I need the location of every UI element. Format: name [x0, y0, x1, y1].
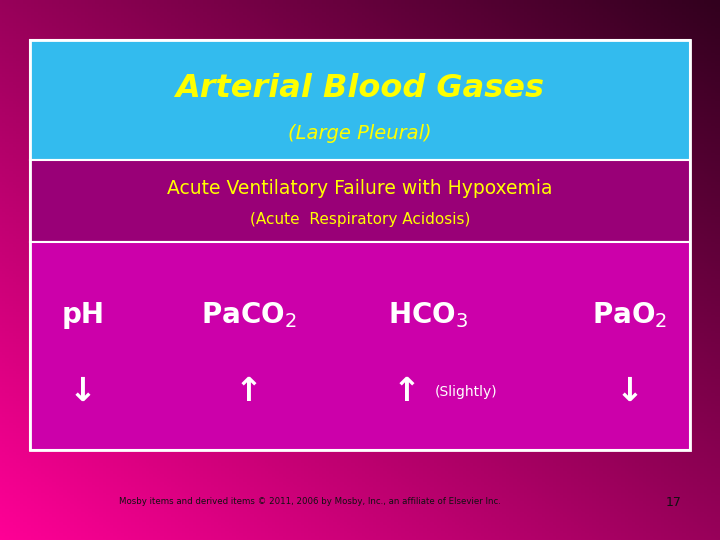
Text: Arterial Blood Gases: Arterial Blood Gases — [176, 72, 544, 104]
Text: ↑: ↑ — [235, 375, 262, 408]
Text: ↓: ↓ — [69, 375, 96, 408]
Text: (Acute  Respiratory Acidosis): (Acute Respiratory Acidosis) — [250, 212, 470, 227]
Bar — [30, 40, 690, 450]
Bar — [30, 40, 690, 160]
Text: PaO$_2$: PaO$_2$ — [593, 300, 667, 330]
Text: Acute Ventilatory Failure with Hypoxemia: Acute Ventilatory Failure with Hypoxemia — [167, 179, 553, 198]
Text: 17: 17 — [665, 496, 681, 509]
Bar — [30, 242, 690, 450]
Bar — [30, 160, 690, 242]
Text: (Large Pleural): (Large Pleural) — [288, 124, 432, 143]
Text: Mosby items and derived items © 2011, 2006 by Mosby, Inc., an affiliate of Elsev: Mosby items and derived items © 2011, 20… — [119, 497, 500, 507]
Text: (Slightly): (Slightly) — [435, 385, 498, 399]
Text: pH: pH — [61, 301, 104, 329]
Text: ↓: ↓ — [616, 375, 644, 408]
Text: ↑: ↑ — [392, 375, 420, 408]
Text: PaCO$_2$: PaCO$_2$ — [201, 300, 296, 330]
Text: HCO$_3$: HCO$_3$ — [388, 300, 469, 330]
